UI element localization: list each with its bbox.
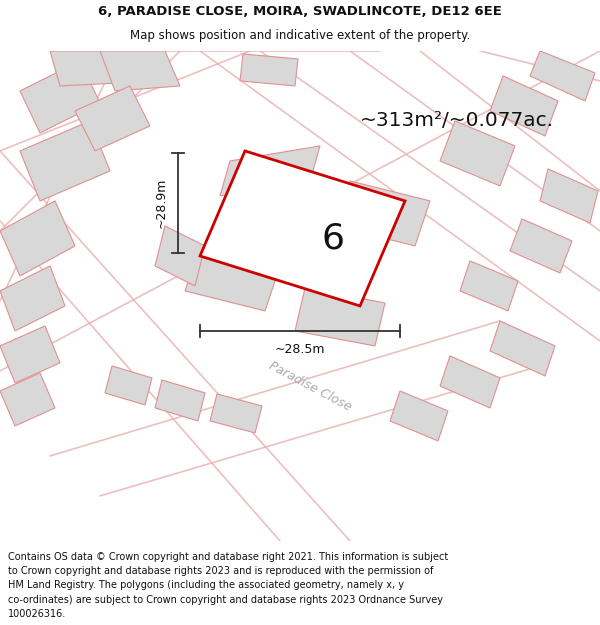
Polygon shape [490,321,555,376]
Polygon shape [105,366,152,405]
Polygon shape [50,51,120,86]
Polygon shape [0,373,55,426]
Polygon shape [540,169,598,223]
Polygon shape [200,151,405,306]
Text: HM Land Registry. The polygons (including the associated geometry, namely x, y: HM Land Registry. The polygons (includin… [8,581,404,591]
Polygon shape [490,76,558,136]
Polygon shape [530,51,595,101]
Polygon shape [100,51,180,91]
Polygon shape [20,61,100,133]
Polygon shape [335,181,430,246]
Polygon shape [185,246,280,311]
Polygon shape [220,146,320,196]
Polygon shape [0,201,75,276]
Polygon shape [240,54,298,86]
Polygon shape [75,86,150,151]
Polygon shape [0,266,65,331]
Text: 6, PARADISE CLOSE, MOIRA, SWADLINCOTE, DE12 6EE: 6, PARADISE CLOSE, MOIRA, SWADLINCOTE, D… [98,5,502,18]
Polygon shape [155,226,205,286]
Polygon shape [20,121,110,201]
Text: 100026316.: 100026316. [8,609,66,619]
Text: ~313m²/~0.077ac.: ~313m²/~0.077ac. [360,111,554,131]
Polygon shape [155,380,205,421]
Polygon shape [440,356,500,408]
Text: ~28.5m: ~28.5m [275,343,325,356]
Text: Paradise Close: Paradise Close [266,359,353,413]
Text: to Crown copyright and database rights 2023 and is reproduced with the permissio: to Crown copyright and database rights 2… [8,566,433,576]
Polygon shape [295,288,385,346]
Text: 6: 6 [321,221,344,256]
Polygon shape [460,261,518,311]
Text: Map shows position and indicative extent of the property.: Map shows position and indicative extent… [130,29,470,42]
Text: Contains OS data © Crown copyright and database right 2021. This information is : Contains OS data © Crown copyright and d… [8,551,448,561]
Polygon shape [210,394,262,433]
Polygon shape [0,326,60,383]
Polygon shape [440,121,515,186]
Polygon shape [510,219,572,273]
Polygon shape [390,391,448,441]
Text: co-ordinates) are subject to Crown copyright and database rights 2023 Ordnance S: co-ordinates) are subject to Crown copyr… [8,595,443,605]
Text: ~28.9m: ~28.9m [155,177,168,228]
